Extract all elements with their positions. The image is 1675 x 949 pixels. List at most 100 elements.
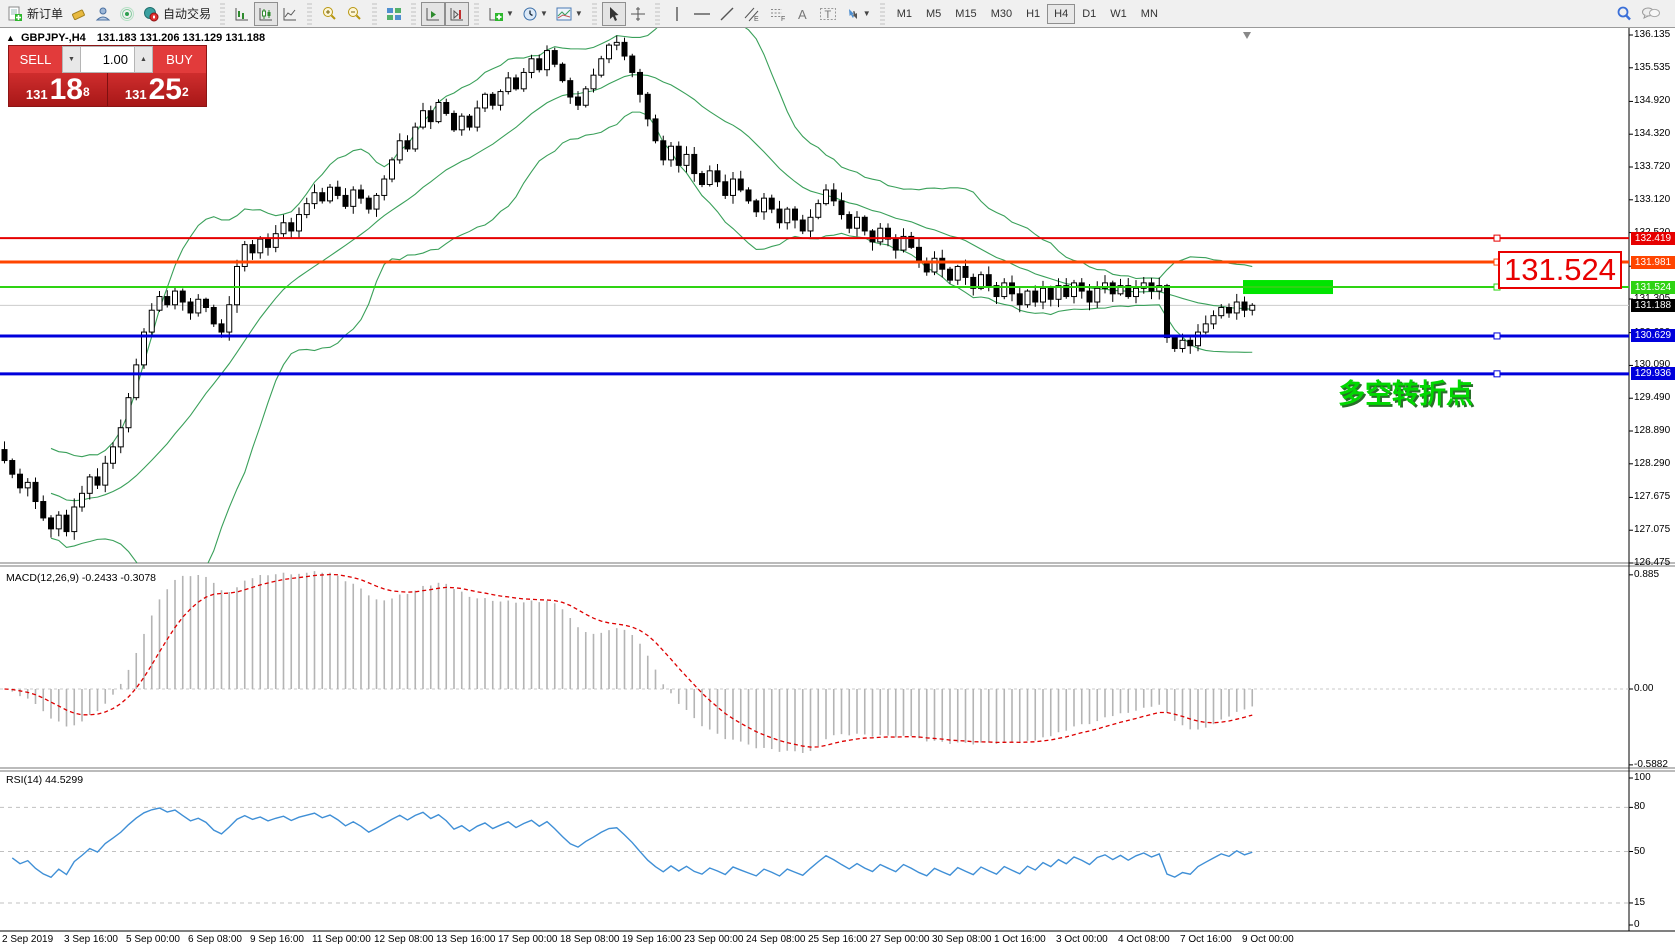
templates-dropdown-caret: ▼ [574,9,583,18]
toolbar-separator [220,2,226,25]
horizontal-line-button[interactable] [689,2,715,26]
search-button[interactable] [1611,2,1637,26]
timeframe-h4-button[interactable]: H4 [1047,3,1076,24]
level-anchor[interactable] [1493,234,1501,242]
time-tick: 13 Sep 16:00 [436,934,496,945]
price-tick: 131.305 [1634,293,1670,304]
trendline-button[interactable] [715,2,739,26]
search-icon [1617,6,1631,20]
auto-scroll-icon [426,7,440,20]
cursor-button[interactable] [601,1,626,26]
buy-price-prefix: 131 [124,87,147,102]
level-anchor[interactable] [1493,370,1501,378]
price-tick: 134.920 [1634,95,1671,107]
volume-down-button[interactable]: ▼ [62,46,81,73]
price-tick: 128.290 [1634,457,1671,469]
time-tick: 6 Sep 08:00 [188,934,242,945]
chat-icon [1642,7,1660,19]
chart-shift-button[interactable] [445,1,470,26]
toolbar-separator [307,2,313,25]
timeframe-m15-button[interactable]: M15 [955,7,977,20]
bar-chart-button[interactable] [230,2,254,26]
auto-trading-button[interactable]: 自动交易 [139,2,215,26]
symbol-period-label: GBPJPY-,H4 [20,32,86,44]
buy-button[interactable]: BUY [153,46,206,73]
profile-button[interactable] [91,2,115,26]
new-order-button[interactable]: 新订单 [3,2,67,26]
level-price-tag: 132.419 [1631,231,1675,245]
sell-price-big: 18 [49,73,83,106]
price-tick: 133.720 [1634,161,1671,172]
tile-windows-button[interactable] [382,2,406,26]
time-tick: 9 Oct 00:00 [1242,934,1294,945]
time-tick: 17 Sep 00:00 [498,934,558,945]
macd-tick: -0.5882 [1634,758,1668,770]
line-chart-icon [283,7,297,20]
macd-tick: 0.885 [1634,568,1660,580]
volume-input[interactable]: 1.00 [81,46,134,73]
rsi-label: RSI(14) 44.5299 [6,774,84,786]
sell-price-prefix: 131 [25,87,48,102]
timeframe-h1-button[interactable]: H1 [1026,7,1041,20]
vertical-line-button[interactable] [665,2,689,26]
level-price-tag: 130.629 [1631,329,1675,343]
level-price-tag: 131.981 [1631,255,1675,269]
text-button[interactable]: A [791,2,815,26]
time-tick: 5 Sep 00:00 [126,934,180,945]
trendline-icon [720,7,734,20]
sell-price-display[interactable]: 131 18 8 [9,73,108,106]
cursor-icon [610,6,619,21]
arrows-button[interactable]: ▼ [841,2,875,26]
equidistant-channel-button[interactable]: E [739,2,765,26]
time-tick: 27 Sep 00:00 [870,934,930,945]
equidistant-channel-icon: E [744,7,759,22]
buy-price-display[interactable]: 131 25 2 [107,73,206,106]
timeframe-m30-button[interactable]: M30 [990,7,1013,20]
rsi-tick: 15 [1634,896,1646,908]
price-tick: 126.475 [1634,557,1671,569]
time-tick: 3 Sep 16:00 [64,934,118,945]
time-tick: 25 Sep 16:00 [808,934,868,945]
volume-up-button[interactable]: ▲ [134,46,153,73]
buy-price-big: 25 [148,73,182,106]
crosshair-button[interactable] [626,2,650,26]
level-anchor[interactable] [1493,332,1501,340]
auto-scroll-button[interactable] [421,1,446,26]
chart-canvas[interactable] [0,28,1675,949]
price-tick: 129.490 [1634,392,1671,404]
tile-windows-icon [387,7,402,20]
svg-text:E: E [754,16,759,22]
main-toolbar: 新订单 自动交易 [0,0,1675,28]
time-tick: 1 Oct 16:00 [994,934,1046,945]
time-tick: 7 Oct 16:00 [1180,934,1232,945]
broadcast-button[interactable] [115,2,139,26]
zoom-in-button[interactable] [317,2,342,26]
symbol-collapse-icon[interactable]: ▲ [6,33,15,43]
sell-button[interactable]: SELL [9,46,62,73]
toolbar-separator [411,2,417,25]
eraser-button[interactable] [67,2,91,26]
chart-window[interactable]: ▲ GBPJPY-,H4 131.183 131.206 131.129 131… [0,28,1675,949]
text-icon: A [798,7,807,22]
timeframe-w1-button[interactable]: W1 [1110,7,1127,20]
timeframe-mn-button[interactable]: MN [1140,7,1158,20]
timeframe-m5-button[interactable]: M5 [926,7,942,20]
templates-button[interactable]: ▼ [552,2,587,26]
chat-button[interactable] [1637,2,1665,26]
periods-button[interactable]: ▼ [518,2,552,26]
bar-chart-icon [235,7,249,20]
macd-tick: 0.00 [1634,683,1654,694]
zoom-out-button[interactable] [342,2,367,26]
turning-point-annotation[interactable]: 多空转折点 [1338,379,1473,409]
time-tick: 2 Sep 2019 [2,934,54,945]
fibonacci-button[interactable]: F [765,2,791,26]
text-label-button[interactable]: T [815,2,841,26]
indicators-button[interactable]: ▼ [484,2,518,26]
candlestick-chart-button[interactable] [254,1,279,26]
price-callout-label[interactable]: 131.524 [1498,251,1622,289]
time-tick: 18 Sep 08:00 [560,934,620,945]
timeframe-d1-button[interactable]: D1 [1082,7,1097,20]
sell-price-sup: 8 [82,85,90,99]
line-chart-button[interactable] [278,2,302,26]
timeframe-m1-button[interactable]: M1 [896,7,912,20]
